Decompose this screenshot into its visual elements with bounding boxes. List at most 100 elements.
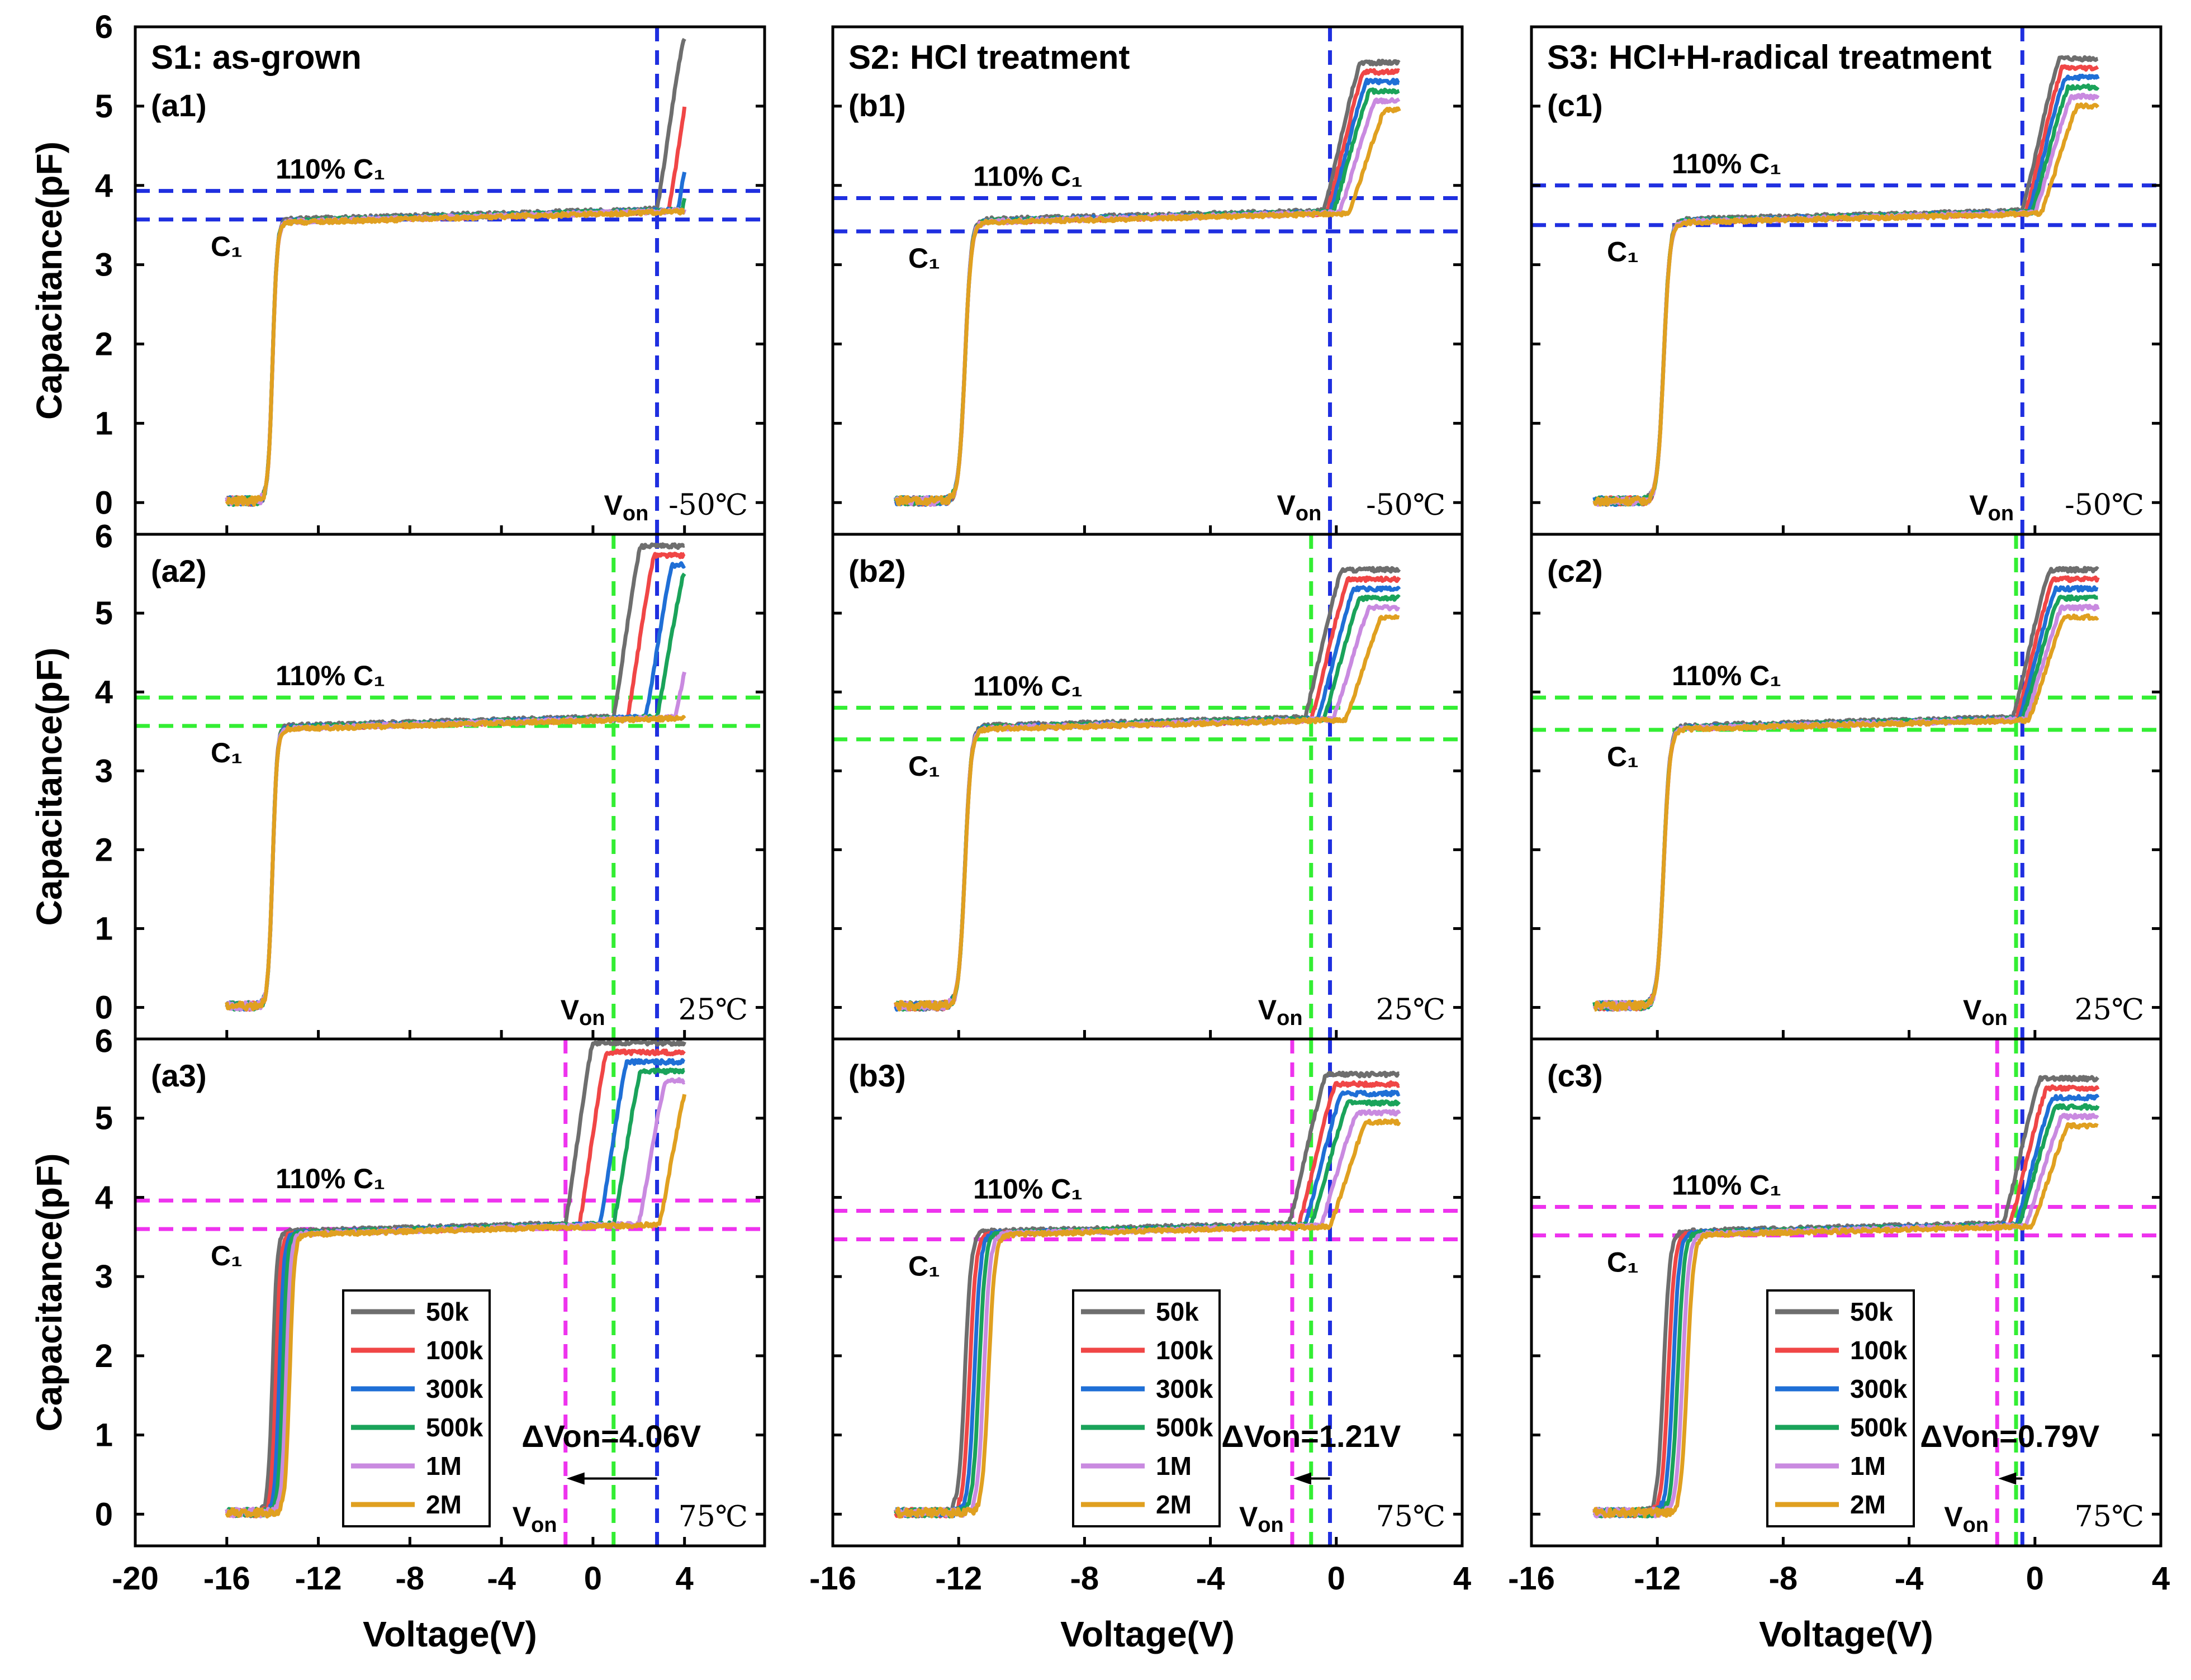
sample-title: S3: HCl+H-radical treatment <box>1547 39 1991 76</box>
legend: 50k 100k 300k 500k 1M 2M <box>342 1289 491 1527</box>
temperature-label: -50℃ <box>2065 488 2144 522</box>
c1-110-label: 110% C₁ <box>973 160 1083 192</box>
temperature-label: 25℃ <box>2075 993 2144 1027</box>
panel-a2: 0 1 2 3 4 5 6 Capacitance(pF) (a2) 110% C₁ C₁ Von 25… <box>29 518 766 1041</box>
panel-label: (c3) <box>1547 1058 1603 1093</box>
temperature-label: 75℃ <box>679 1500 748 1534</box>
c1-label: C₁ <box>1607 236 1639 268</box>
series-line-100k <box>894 68 1400 507</box>
series-line-100k <box>225 552 686 1012</box>
legend-entry-50k: 50k <box>1156 1297 1199 1326</box>
series-line-1M <box>1592 604 2100 1012</box>
legend-entry-50k: 50k <box>426 1297 469 1326</box>
x-tick-label: -20 <box>112 1560 159 1597</box>
legend-entry-2M: 2M <box>426 1490 462 1519</box>
x-tick-label: -8 <box>396 1560 425 1597</box>
von-label: Von <box>561 994 605 1030</box>
series-line-500k <box>226 197 687 507</box>
series-line-300k <box>894 585 1401 1012</box>
series-line-2M <box>225 1094 687 1518</box>
x-tick-label: -4 <box>487 1560 516 1597</box>
panel-label: (b2) <box>848 553 906 589</box>
panel-b1: S2: HCl treatment (b1) 110% C₁ C₁ Von -50℃ <box>831 25 1464 536</box>
series-line-50k <box>894 1070 1400 1518</box>
x-tick-label: -4 <box>1895 1560 1924 1597</box>
series-line-300k <box>894 78 1400 507</box>
sample-title: S1: as-grown <box>151 39 362 76</box>
y-tick-label: 6 <box>95 9 113 45</box>
y-tick-label: 5 <box>95 88 113 125</box>
panel-label: (a1) <box>151 88 207 123</box>
c1-110-label: 110% C₁ <box>1672 1169 1781 1200</box>
panel-frame <box>831 25 1464 536</box>
temperature-label: 75℃ <box>2075 1500 2144 1534</box>
plot-area <box>135 27 765 534</box>
legend-entry-1M: 1M <box>426 1451 462 1480</box>
y-tick-label: 2 <box>95 1338 113 1374</box>
series-line-1M <box>225 207 687 506</box>
temperature-label: 25℃ <box>679 993 748 1027</box>
legend-entry-1M: 1M <box>1156 1451 1192 1480</box>
y-tick-label: 3 <box>95 247 113 283</box>
c1-label: C₁ <box>211 1240 243 1271</box>
series-line-1M <box>894 97 1401 507</box>
c1-label: C₁ <box>1607 741 1639 772</box>
series-line-2M <box>894 1118 1401 1519</box>
delta-von-arrowhead <box>1293 1472 1311 1485</box>
x-tick-label: -8 <box>1769 1560 1798 1597</box>
legend-box <box>342 1289 491 1527</box>
y-axis-title: Capacitance(pF) <box>29 141 69 420</box>
panel-a3: 0 1 2 3 4 5 6 Capacitance(pF) (a3) 110% C₁ C₁ Von 75… <box>29 1023 766 1548</box>
panel-frame <box>134 25 766 536</box>
panel-label: (c1) <box>1547 88 1603 123</box>
von-label: Von <box>1239 1501 1284 1537</box>
series-line-50k <box>225 542 686 1010</box>
legend-entry-1M: 1M <box>1850 1451 1886 1480</box>
delta-von-label: ΔVon=4.06V <box>521 1418 701 1454</box>
x-tick-label: -12 <box>295 1560 342 1597</box>
y-tick-label: 1 <box>95 405 113 442</box>
c1-label: C₁ <box>908 1251 940 1282</box>
delta-von-arrowhead <box>1998 1472 2017 1485</box>
legend-entry-2M: 2M <box>1850 1490 1886 1519</box>
plot-area <box>833 534 1462 1039</box>
c1-110-label: 110% C₁ <box>276 1163 385 1194</box>
legend-entry-100k: 100k <box>1156 1336 1213 1365</box>
c1-110-label: 110% C₁ <box>276 154 385 185</box>
series-line-2M <box>894 106 1401 506</box>
temperature-label: -50℃ <box>668 488 748 522</box>
von-label: Von <box>1944 1501 1989 1537</box>
panel-c2: (c2) 110% C₁ C₁ Von 25℃ <box>1530 533 2162 1041</box>
temperature-label: -50℃ <box>1366 488 1445 522</box>
x-tick-label: -16 <box>203 1560 250 1597</box>
legend-entry-2M: 2M <box>1156 1490 1192 1519</box>
panel-label: (b3) <box>848 1058 906 1093</box>
plot-area <box>1531 1039 2161 1546</box>
x-axis-title: Voltage(V) <box>1060 1614 1235 1654</box>
delta-von-label: ΔVon=1.21V <box>1221 1418 1401 1454</box>
c1-110-label: 110% C₁ <box>276 660 385 691</box>
y-tick-label: 1 <box>95 910 113 947</box>
legend-entry-50k: 50k <box>1850 1297 1893 1326</box>
c1-110-label: 110% C₁ <box>973 1174 1083 1205</box>
y-tick-label: 4 <box>95 168 113 204</box>
legend-entry-500k: 500k <box>1850 1413 1908 1442</box>
plot-area <box>1531 27 2161 534</box>
series-line-500k <box>894 1099 1401 1518</box>
y-tick-label: 3 <box>95 753 113 789</box>
c1-label: C₁ <box>211 737 243 768</box>
panel-label: (a3) <box>151 1058 207 1093</box>
series-line-2M <box>1594 613 2099 1012</box>
y-tick-label: 3 <box>95 1259 113 1295</box>
x-tick-label: 4 <box>2152 1560 2170 1597</box>
c1-label: C₁ <box>211 231 243 262</box>
legend-entry-100k: 100k <box>1850 1336 1908 1365</box>
series-line-2M <box>225 714 686 1012</box>
c1-110-label: 110% C₁ <box>1672 660 1781 691</box>
c1-label: C₁ <box>908 751 940 782</box>
series-line-500k <box>225 572 686 1012</box>
x-tick-label: -12 <box>935 1560 982 1597</box>
y-tick-label: 0 <box>95 485 113 521</box>
y-tick-label: 1 <box>95 1417 113 1454</box>
